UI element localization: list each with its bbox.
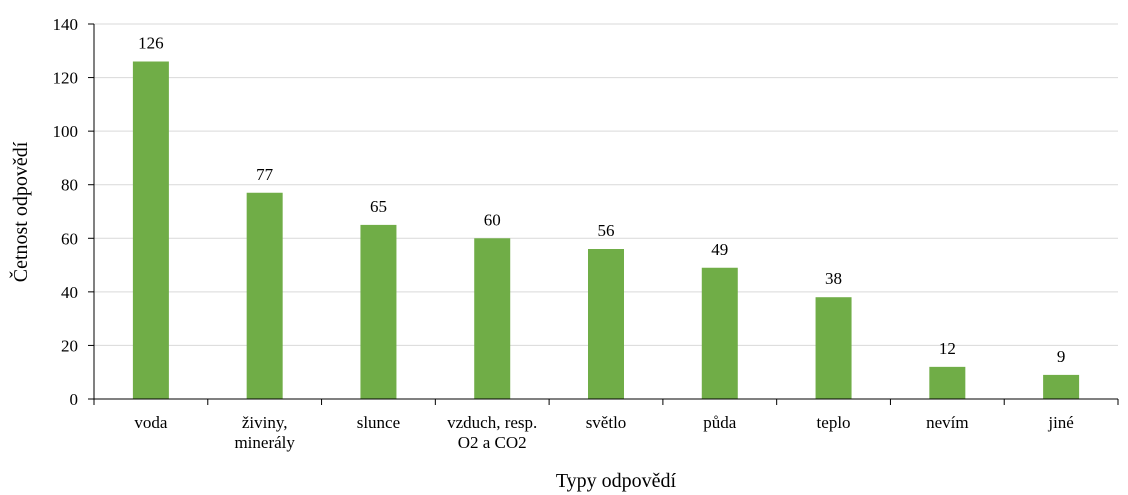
x-tick-label: jiné xyxy=(1047,413,1074,432)
x-tick-label-line: vzduch, resp. xyxy=(447,413,537,432)
data-label: 65 xyxy=(370,197,387,216)
data-label: 126 xyxy=(138,34,164,53)
y-tick-label: 140 xyxy=(53,15,79,34)
y-tick-label: 100 xyxy=(53,122,79,141)
bar xyxy=(929,366,966,399)
y-tick-label: 0 xyxy=(70,390,79,409)
bar xyxy=(701,267,738,399)
x-tick-label: voda xyxy=(134,413,168,432)
data-label: 9 xyxy=(1057,347,1066,366)
bar xyxy=(246,192,283,399)
x-tick-label-line: slunce xyxy=(357,413,400,432)
x-tick-label-line: minerály xyxy=(234,433,295,452)
y-tick-label: 60 xyxy=(61,229,78,248)
bar xyxy=(132,61,169,399)
x-tick-label: teplo xyxy=(817,413,851,432)
x-tick-label-line: O2 a CO2 xyxy=(458,433,527,452)
data-label: 49 xyxy=(711,240,728,259)
data-label: 77 xyxy=(256,165,274,184)
bar xyxy=(588,249,624,399)
data-labels: 126 77 65 60 56 49 38 12 9 xyxy=(138,34,1065,366)
x-tick-label: půda xyxy=(703,413,737,432)
data-label: 56 xyxy=(598,221,615,240)
axes: 0 20 40 60 80 100 120 140 voda živiny, minerály slu… xyxy=(53,15,1119,452)
x-tick-label: živiny, minerály xyxy=(234,413,295,452)
x-tick-label: slunce xyxy=(357,413,400,432)
data-label: 38 xyxy=(825,269,842,288)
y-tick-label: 120 xyxy=(53,69,79,88)
x-tick-label-line: jiné xyxy=(1047,413,1074,432)
bar xyxy=(815,297,852,399)
x-axis-title: Typy odpovědí xyxy=(556,470,677,492)
x-tick-label-line: půda xyxy=(703,413,737,432)
x-tick-label: vzduch, resp. O2 a CO2 xyxy=(447,413,537,452)
x-tick-label: nevím xyxy=(926,413,969,432)
y-tick-label: 80 xyxy=(61,176,78,195)
y-tick-label: 40 xyxy=(61,283,78,302)
y-tick-label: 20 xyxy=(61,336,78,355)
x-tick-label: světlo xyxy=(586,413,627,432)
bar xyxy=(474,238,511,399)
data-label: 12 xyxy=(939,339,956,358)
x-tick-label-line: teplo xyxy=(817,413,851,432)
bar xyxy=(360,224,397,399)
bars xyxy=(132,61,1080,399)
bar xyxy=(1043,374,1080,399)
x-tick-label-line: nevím xyxy=(926,413,969,432)
x-tick-label-line: voda xyxy=(134,413,168,432)
data-label: 60 xyxy=(484,210,501,229)
y-axis-title: Četnost odpovědí xyxy=(8,141,32,282)
x-tick-label-line: živiny, xyxy=(242,413,288,432)
x-tick-label-line: světlo xyxy=(586,413,627,432)
